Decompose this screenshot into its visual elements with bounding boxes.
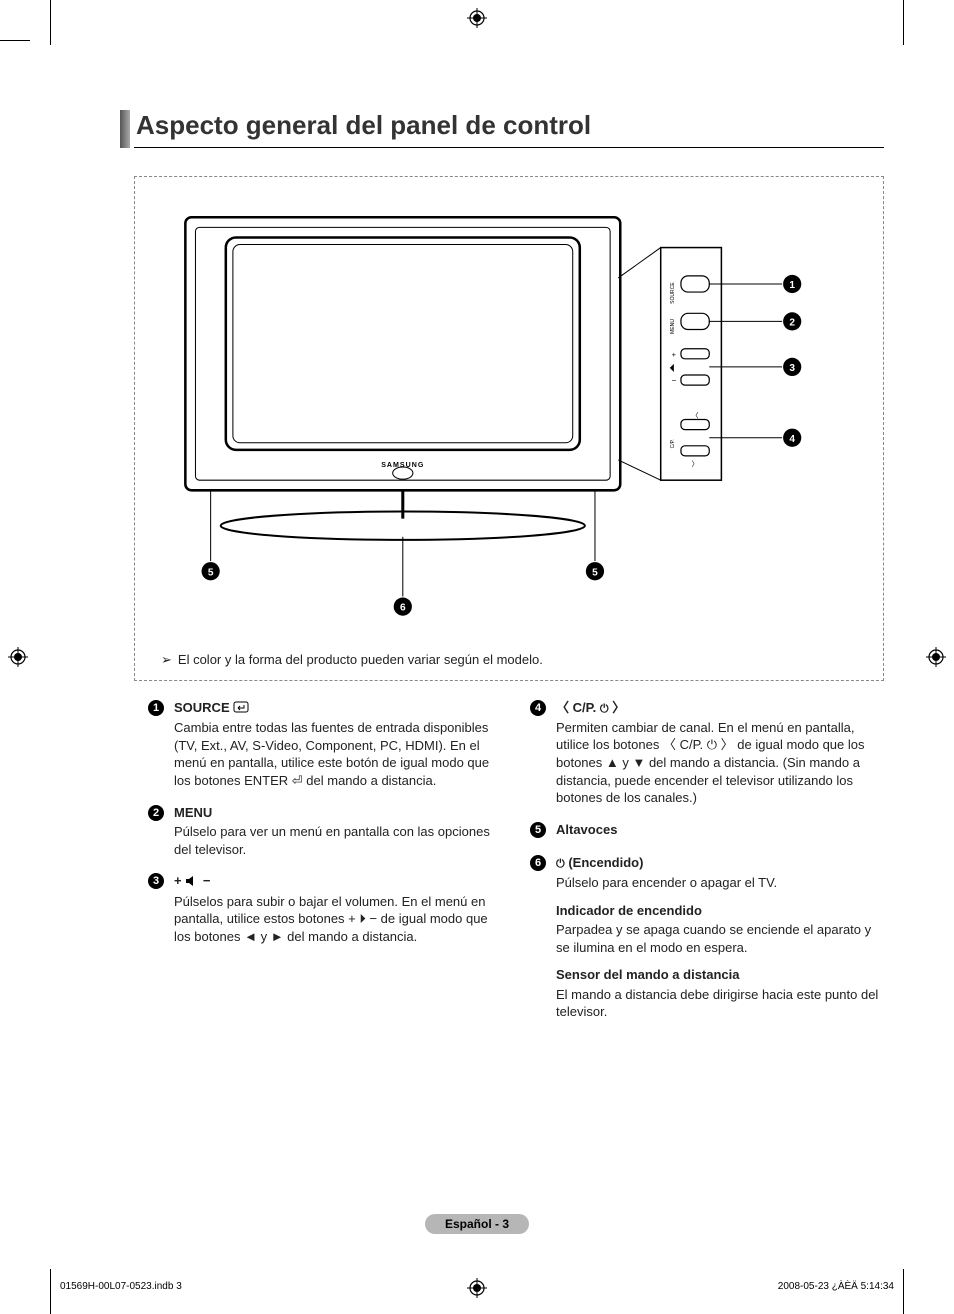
svg-text:5: 5 (208, 567, 214, 578)
svg-text:MENU: MENU (670, 319, 676, 334)
item-number-badge: 5 (530, 822, 546, 838)
crop-mark (0, 40, 30, 41)
svg-text:C/P.: C/P. (670, 439, 676, 448)
item-number-badge: 3 (148, 873, 164, 889)
item-title: 〈 C/P. ⏻ 〉 (556, 699, 884, 717)
registration-mark-icon (467, 8, 487, 28)
svg-text:6: 6 (400, 603, 406, 614)
brand-label: SAMSUNG (381, 462, 424, 469)
crop-mark (50, 1269, 51, 1314)
item-title: Altavoces (556, 821, 884, 839)
registration-mark-icon (467, 1278, 487, 1298)
description-item: 6 ⏻ (Encendido) Púlselo para encender o ap… (530, 854, 884, 1021)
svg-text:5: 5 (592, 567, 598, 578)
crop-mark (903, 0, 904, 45)
svg-text:SOURCE: SOURCE (670, 282, 676, 304)
item-number-badge: 2 (148, 805, 164, 821)
sub-section: Sensor del mando a distancia El mando a d… (556, 966, 884, 1021)
item-title: SOURCE (174, 699, 502, 717)
crop-mark (903, 1269, 904, 1314)
description-item: 3 + − Púlselos para subir o bajar el volum… (148, 872, 502, 945)
registration-mark-icon (926, 647, 946, 667)
description-item: 5 Altavoces (530, 821, 884, 841)
description-item: 1 SOURCE Cambia entre todas las fuentes d… (148, 699, 502, 790)
enter-icon (233, 700, 249, 718)
svg-text:〈: 〈 (692, 411, 699, 419)
item-number-badge: 1 (148, 700, 164, 716)
svg-text:3: 3 (789, 363, 795, 374)
left-column: 1 SOURCE Cambia entre todas las fuentes d… (148, 699, 502, 1035)
tv-diagram-box: SAMSUNG SOURCE MENU + − (134, 176, 884, 681)
footer-left: 01569H-00L07-0523.indb 3 (60, 1281, 182, 1292)
item-body: Permiten cambiar de canal. En el menú en… (556, 719, 884, 807)
sub-title: Indicador de encendido (556, 902, 884, 920)
svg-text:〉: 〉 (692, 460, 699, 468)
registration-mark-icon (8, 647, 28, 667)
description-columns: 1 SOURCE Cambia entre todas las fuentes d… (148, 699, 884, 1035)
note-arrow-icon: ➢ (161, 652, 172, 667)
sub-section: Indicador de encendidoParpadea y se apag… (556, 902, 884, 957)
sub-title: Sensor del mando a distancia (556, 966, 884, 984)
item-body: Púlselos para subir o bajar el volumen. … (174, 893, 502, 946)
item-body: Púlselo para ver un menú en pantalla con… (174, 823, 502, 858)
svg-text:+: + (672, 352, 676, 359)
page-pill: Español - 3 (425, 1214, 529, 1234)
description-item: 4 〈 C/P. ⏻ 〉 Permiten cambiar de canal. En… (530, 699, 884, 807)
svg-text:4: 4 (789, 434, 795, 445)
item-number-badge: 4 (530, 700, 546, 716)
crop-mark (50, 0, 51, 45)
item-number-badge: 6 (530, 855, 546, 871)
note-text: El color y la forma del producto pueden … (178, 652, 543, 667)
item-title: + − (174, 872, 502, 890)
item-body: Púlselo para encender o apagar el TV. (556, 874, 884, 892)
svg-text:2: 2 (789, 317, 795, 328)
item-body: Cambia entre todas las fuentes de entrad… (174, 719, 502, 789)
right-column: 4 〈 C/P. ⏻ 〉 Permiten cambiar de canal. En… (530, 699, 884, 1035)
section-heading: Aspecto general del panel de control (120, 110, 884, 148)
volume-icon (185, 873, 199, 891)
sub-body: Parpadea y se apaga cuando se enciende e… (556, 921, 884, 956)
description-item: 2 MENUPúlselo para ver un menú en pantall… (148, 804, 502, 859)
manual-page: Aspecto general del panel de control SAM… (0, 0, 954, 1314)
item-title: MENU (174, 804, 502, 822)
footer-right: 2008-05-23 ¿ÀÈÄ 5:14:34 (778, 1281, 894, 1292)
heading-accent-bar (120, 110, 130, 148)
item-title: ⏻ (Encendido) (556, 854, 884, 872)
tv-control-panel-diagram: SAMSUNG SOURCE MENU + − (155, 197, 863, 642)
heading-text: Aspecto general del panel de control (134, 110, 884, 148)
svg-text:1: 1 (789, 280, 795, 291)
diagram-note: ➢ El color y la forma del producto pueden… (161, 652, 863, 668)
sub-body: El mando a distancia debe dirigirse haci… (556, 986, 884, 1021)
svg-text:−: − (671, 376, 676, 385)
